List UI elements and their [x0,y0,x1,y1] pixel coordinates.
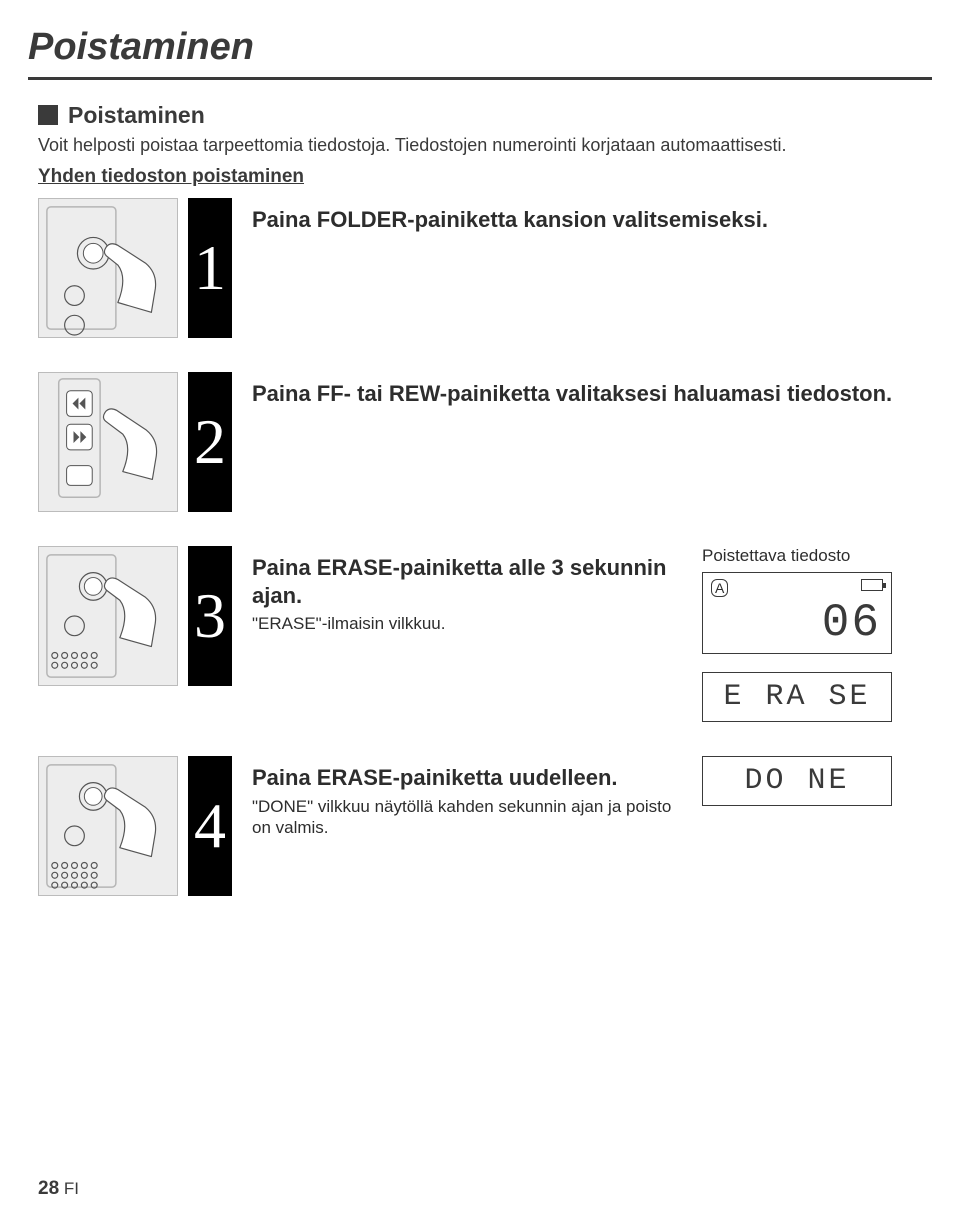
intro-text: Voit helposti poistaa tarpeettomia tiedo… [38,135,960,156]
step-number: 2 [188,372,232,512]
section-heading: Poistaminen [38,102,960,129]
battery-icon [861,579,883,591]
device-thumb-3 [38,546,178,686]
step-number: 3 [188,546,232,686]
subheading: Yhden tiedoston poistaminen [38,166,960,188]
step-text: Paina FOLDER-painiketta kansion valitsem… [242,198,922,234]
step-row: 2 Paina FF- tai REW-painiketta valitakse… [38,372,922,512]
device-thumb-1 [38,198,178,338]
step-row: 1 Paina FOLDER-painiketta kansion valits… [38,198,922,338]
step-number: 4 [188,756,232,896]
step-instruction: Paina FOLDER-painiketta kansion valitsem… [252,207,768,232]
device-thumb-2 [38,372,178,512]
page-title: Poistaminen [28,20,932,80]
lcd-display-done: DO NE [702,756,892,806]
step-number: 1 [188,198,232,338]
right-caption-col: Poistettava tiedosto A 06 E RA SE [702,546,922,722]
done-text: DO NE [744,764,849,798]
title-bar: Poistaminen [28,20,932,80]
page-lang: FI [64,1179,79,1198]
step-row: 4 Paina ERASE-painiketta uudelleen. "DON… [38,756,922,896]
file-number: 06 [822,597,881,649]
file-caption: Poistettava tiedosto [702,546,922,566]
folder-indicator: A [711,579,728,597]
right-caption-col-2: DO NE [702,756,922,806]
step-row: 3 Paina ERASE-painiketta alle 3 sekunnin… [38,546,922,722]
square-bullet-icon [38,105,58,125]
erase-text: E RA SE [723,680,870,714]
page-footer: 28 FI [38,1178,79,1200]
step-instruction: Paina ERASE-painiketta alle 3 sekunnin a… [252,555,666,608]
lcd-display-erase: E RA SE [702,672,892,722]
device-thumb-4 [38,756,178,896]
step-subtext: "ERASE"-ilmaisin vilkkuu. [252,613,688,634]
step-text: Paina FF- tai REW-painiketta valitaksesi… [242,372,922,408]
step-text: Paina ERASE-painiketta alle 3 sekunnin a… [242,546,692,634]
step-subtext: "DONE" vilkkuu näytöllä kahden sekunnin … [252,796,688,839]
page-number: 28 [38,1178,59,1199]
lcd-display-main: A 06 [702,572,892,654]
step-text: Paina ERASE-painiketta uudelleen. "DONE"… [242,756,692,838]
section-heading-text: Poistaminen [68,102,205,128]
step-instruction: Paina ERASE-painiketta uudelleen. [252,765,618,790]
step-instruction: Paina FF- tai REW-painiketta valitaksesi… [252,381,892,406]
